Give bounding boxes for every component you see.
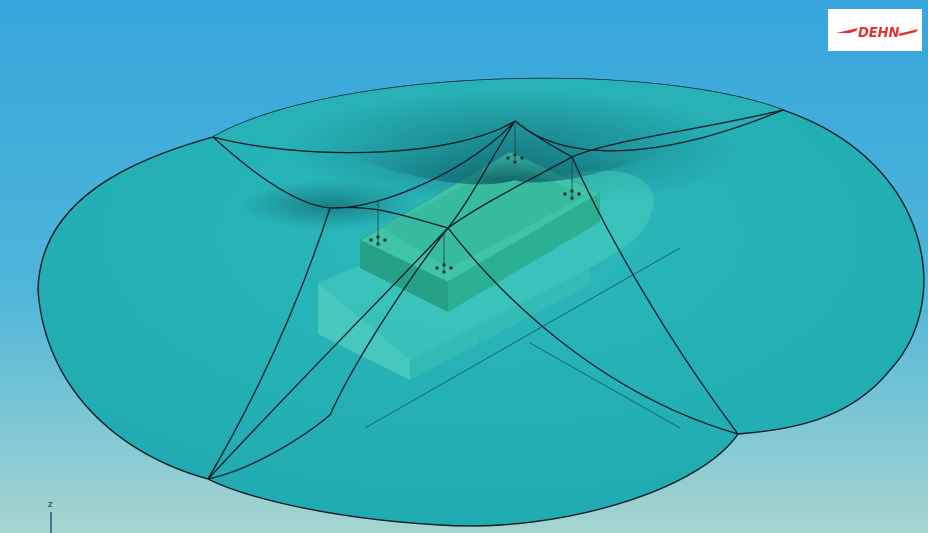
air-termination-rods [369,124,581,274]
logo-wordmark: DEHN [858,26,900,41]
ground-axis-lines [364,247,681,429]
z-axis-label: z [48,500,53,510]
sphere-intersection-lines [207,109,784,480]
superstructure-block [359,151,601,312]
dehn-logo: DEHN [828,9,922,51]
rod-right [563,160,581,200]
logo-lightning-left [836,28,858,33]
rod-top [506,124,524,164]
z-axis-indicator [50,512,52,533]
rod-left [369,200,387,246]
logo-lightning-right [898,29,918,36]
rod-center [435,232,453,274]
dome-shading [300,104,720,185]
